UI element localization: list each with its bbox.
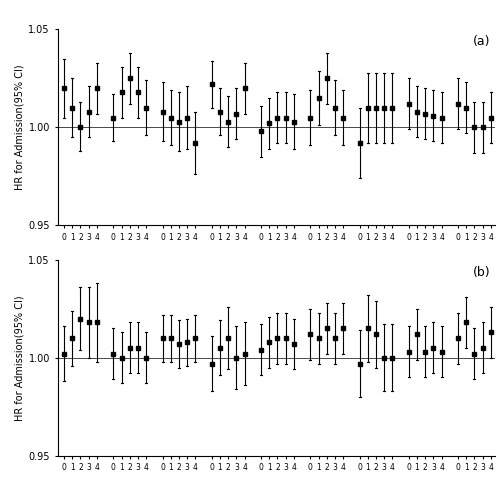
Text: (a): (a) [473, 35, 490, 49]
Text: Med
NH₄: Med NH₄ [270, 269, 285, 288]
Text: High
NH₄: High NH₄ [318, 269, 336, 288]
Y-axis label: HR for Admission(95% CI): HR for Admission(95% CI) [14, 295, 24, 420]
Text: High
SO₄: High SO₄ [170, 269, 188, 288]
Text: Low
NH₄: Low NH₄ [220, 269, 236, 288]
Text: High
NO₃: High NO₃ [466, 269, 483, 288]
Text: Med
NO₃: Med NO₃ [417, 269, 434, 288]
Text: Low
SO₄: Low SO₄ [73, 269, 88, 288]
Text: Med
SO₄: Med SO₄ [122, 269, 138, 288]
Y-axis label: HR for Admission(95% CI): HR for Admission(95% CI) [14, 65, 24, 190]
Text: Low
NO₃: Low NO₃ [368, 269, 384, 288]
Text: (b): (b) [473, 266, 490, 279]
